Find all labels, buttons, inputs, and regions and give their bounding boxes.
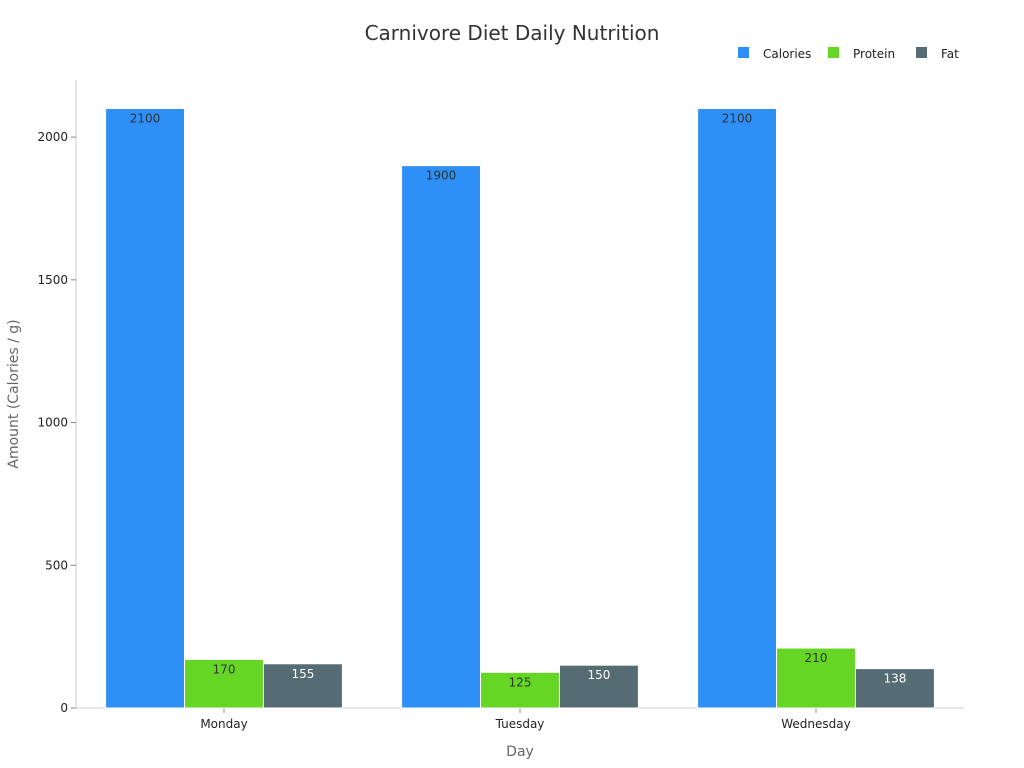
bar-fat-wednesday: [854, 668, 935, 709]
bar-calories-monday: [105, 108, 186, 709]
data-label-fat-wednesday: 138: [883, 672, 906, 686]
data-label-calories-wednesday: 2100: [722, 112, 753, 126]
data-label-fat-tuesday: 150: [587, 668, 610, 682]
x-axis-ticks: Monday Tuesday Wednesday: [200, 708, 851, 731]
data-label-protein-monday: 170: [213, 662, 236, 676]
bar-calories-tuesday: [401, 165, 482, 709]
bar-data-labels: 2100 170 155 1900 125 150 2100 210 138: [130, 112, 907, 690]
data-label-calories-tuesday: 1900: [426, 169, 457, 183]
y-axis-title: Amount (Calories / g): [6, 319, 22, 468]
legend-label-fat: Fat: [941, 47, 959, 61]
bar-calories-wednesday: [697, 108, 778, 709]
x-tick-label: Tuesday: [495, 717, 545, 731]
chart-title: Carnivore Diet Daily Nutrition: [365, 21, 660, 45]
y-tick-label: 500: [45, 558, 68, 572]
bar-fat-monday: [262, 663, 343, 709]
bar-protein-wednesday: [776, 647, 856, 709]
x-tick-label: Wednesday: [781, 717, 850, 731]
data-label-protein-wednesday: 210: [805, 651, 828, 665]
y-tick-label: 1500: [37, 273, 68, 287]
legend-swatch-protein: [828, 47, 839, 58]
legend-label-protein: Protein: [853, 47, 895, 61]
y-tick-label: 1000: [37, 416, 68, 430]
x-axis-title: Day: [506, 744, 534, 760]
data-label-protein-tuesday: 125: [509, 675, 532, 689]
data-label-fat-monday: 155: [291, 667, 314, 681]
y-axis-ticks: 0 500 1000 1500 2000: [37, 130, 76, 715]
legend-label-calories: Calories: [763, 47, 811, 61]
legend-swatch-fat: [916, 47, 927, 58]
legend-swatch-calories: [738, 47, 749, 58]
bar-protein-tuesday: [480, 671, 560, 709]
data-label-calories-monday: 2100: [130, 112, 161, 126]
bar-series: [105, 108, 935, 709]
x-tick-label: Monday: [200, 717, 247, 731]
chart-legend: Calories Protein Fat: [738, 47, 959, 61]
y-tick-label: 2000: [37, 130, 68, 144]
y-tick-label: 0: [60, 701, 68, 715]
bar-fat-tuesday: [558, 664, 639, 709]
